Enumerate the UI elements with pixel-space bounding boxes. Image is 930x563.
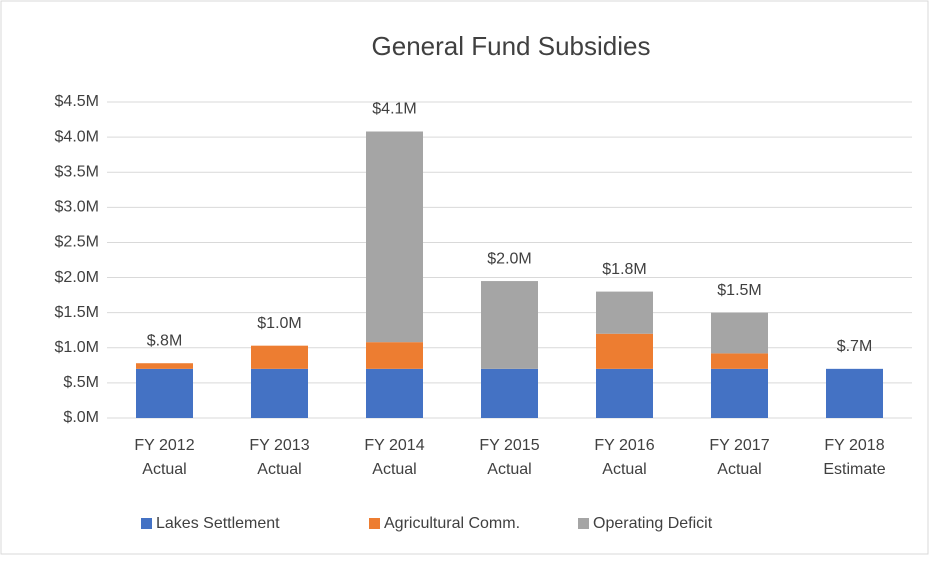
x-tick-label: Actual bbox=[142, 461, 186, 478]
bar-segment bbox=[366, 131, 423, 343]
legend-label: Operating Deficit bbox=[593, 515, 713, 532]
bar-segment bbox=[136, 363, 193, 369]
legend-label: Lakes Settlement bbox=[156, 515, 280, 532]
x-tick-label: FY 2017 bbox=[709, 437, 769, 454]
x-tick-label: Actual bbox=[257, 461, 301, 478]
bar-segment bbox=[481, 368, 538, 418]
bar-segment bbox=[826, 368, 883, 418]
bar-segment bbox=[711, 353, 768, 369]
x-tick-label: FY 2018 bbox=[824, 437, 884, 454]
legend-label: Agricultural Comm. bbox=[384, 515, 520, 532]
y-tick-label: $1.5M bbox=[55, 304, 99, 321]
total-label: $1.0M bbox=[257, 315, 301, 332]
bar-segment bbox=[366, 368, 423, 418]
bar-segment bbox=[366, 342, 423, 369]
total-label: $.7M bbox=[837, 338, 873, 355]
bar-segment bbox=[481, 281, 538, 369]
y-tick-label: $4.0M bbox=[55, 128, 99, 145]
total-label: $1.8M bbox=[602, 261, 646, 278]
x-tick-label: FY 2015 bbox=[479, 437, 539, 454]
bar-segment bbox=[596, 368, 653, 418]
bar-segment bbox=[251, 345, 308, 369]
bar-segment bbox=[596, 291, 653, 334]
x-tick-label: Actual bbox=[602, 461, 646, 478]
total-label: $.8M bbox=[147, 332, 183, 349]
chart-title: General Fund Subsidies bbox=[372, 31, 651, 61]
bar-segment bbox=[711, 368, 768, 418]
x-tick-label: FY 2014 bbox=[364, 437, 424, 454]
total-label: $2.0M bbox=[487, 250, 531, 267]
y-tick-label: $.0M bbox=[63, 409, 99, 426]
legend-swatch bbox=[141, 518, 152, 529]
total-label: $1.5M bbox=[717, 282, 761, 299]
x-tick-label: FY 2012 bbox=[134, 437, 194, 454]
y-tick-label: $2.0M bbox=[55, 269, 99, 286]
bar-segment bbox=[711, 312, 768, 354]
legend-swatch bbox=[578, 518, 589, 529]
y-tick-label: $.5M bbox=[63, 374, 99, 391]
total-label: $4.1M bbox=[372, 101, 416, 118]
x-tick-label: FY 2016 bbox=[594, 437, 654, 454]
bar-segment bbox=[251, 368, 308, 418]
x-tick-label: Actual bbox=[487, 461, 531, 478]
y-tick-label: $2.5M bbox=[55, 234, 99, 251]
legend-swatch bbox=[369, 518, 380, 529]
x-tick-label: Actual bbox=[372, 461, 416, 478]
x-tick-label: Actual bbox=[717, 461, 761, 478]
bar-segment bbox=[136, 368, 193, 418]
y-tick-label: $3.5M bbox=[55, 163, 99, 180]
bar-segment bbox=[596, 333, 653, 369]
x-tick-label: Estimate bbox=[823, 461, 885, 478]
y-tick-label: $3.0M bbox=[55, 199, 99, 216]
y-tick-label: $1.0M bbox=[55, 339, 99, 356]
x-tick-label: FY 2013 bbox=[249, 437, 309, 454]
y-tick-label: $4.5M bbox=[55, 93, 99, 110]
